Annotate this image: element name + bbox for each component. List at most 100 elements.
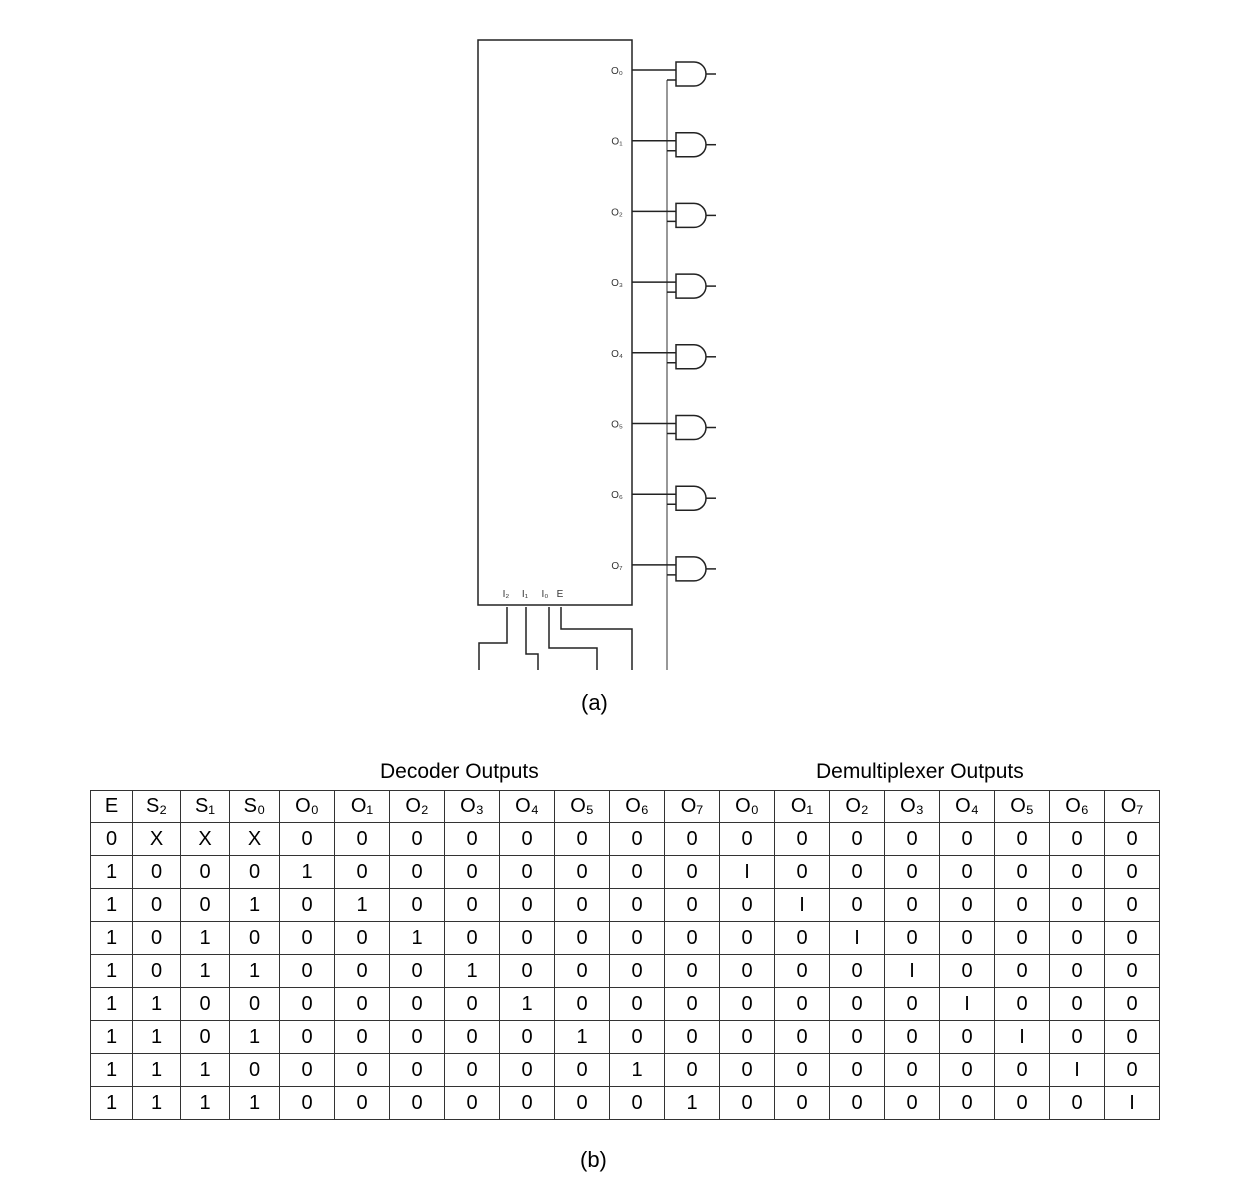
table-cell: 0 [664,888,720,922]
table-cell: 0 [664,987,720,1021]
table-cell: 0 [554,1086,610,1120]
table-cell: 0 [334,954,390,988]
column-header: O₆ [609,790,665,823]
table-cell: 1 [90,1086,133,1120]
table-cell: 0 [279,921,335,955]
table-cell: 0 [609,1086,665,1120]
table-cell: 1 [664,1086,720,1120]
table-cell: 0 [499,855,555,889]
table-cell: 0 [939,1020,995,1054]
table-cell: 0 [829,954,885,988]
and-gate [675,273,707,299]
table-cell: 0 [994,888,1050,922]
table-cell: 0 [444,855,500,889]
table-cell: 0 [132,954,181,988]
table-cell: I [774,888,830,922]
table-cell: 0 [444,1053,500,1087]
column-header: O₃ [884,790,940,823]
table-cell: 1 [389,921,445,955]
table-cell: 0 [499,822,555,856]
table-cell: 1 [90,987,133,1021]
table-cell: 1 [229,888,280,922]
table-cell: 1 [132,1053,181,1087]
table-cell: 0 [279,987,335,1021]
table-cell: 0 [829,822,885,856]
table-cell: 0 [609,855,665,889]
output-1: O₁ [611,131,716,158]
table-cell: 0 [389,1086,445,1120]
decoder-inputs: I₂ I₁ I₀ E [503,589,564,600]
column-header: O₆ [1049,790,1105,823]
table-cell: 0 [939,1053,995,1087]
input-wiring [478,607,633,670]
table-cell: 0 [1104,1053,1160,1087]
and-gate [675,344,707,370]
table-cell: 0 [334,822,390,856]
table-cell: 0 [554,954,610,988]
table-cell: 0 [664,1020,720,1054]
column-header: O₄ [939,790,995,823]
table-cell: 0 [664,921,720,955]
table-cell: 0 [829,855,885,889]
table-cell: 1 [90,1020,133,1054]
and-gate [675,131,707,158]
table-cell: 0 [719,987,775,1021]
output-gates: O₀ O₁ O₂ O₃ O₄ O₅ O₆ O₇ [611,61,716,582]
table-cell: 0 [389,954,445,988]
table-cell: 0 [499,1020,555,1054]
table-cell: 0 [334,1086,390,1120]
table-cell: X [229,822,280,856]
table-cell: 0 [180,1020,230,1054]
table-cell: 0 [444,1086,500,1120]
table-cell: 1 [132,1020,181,1054]
table-cell: 1 [609,1053,665,1087]
table-cell: 0 [180,855,230,889]
table-cell: 1 [90,1053,133,1087]
table-cell: I [884,954,940,988]
table-cell: 0 [279,822,335,856]
column-header: O₅ [994,790,1050,823]
table-cell: 0 [1104,987,1160,1021]
table-cell: 0 [389,1020,445,1054]
table-cell: 0 [664,822,720,856]
table-cell: 0 [829,1053,885,1087]
table-cell: 0 [774,822,830,856]
table-cell: 0 [334,1020,390,1054]
and-gate [675,414,707,441]
table-cell: 0 [1104,855,1160,889]
gate-input-wires [632,422,676,435]
output-2: O₂ [611,202,716,229]
column-header: E [90,790,133,823]
table-cell: X [132,822,181,856]
column-header: O₂ [389,790,445,823]
table-cell: 1 [90,855,133,889]
table-cell: I [829,921,885,955]
caption-a: (a) [581,690,608,715]
column-header: O₇ [1104,790,1160,823]
table-cell: 0 [719,921,775,955]
table-cell: 0 [829,987,885,1021]
table-cell: 0 [389,987,445,1021]
table-cell: 0 [609,954,665,988]
table-cell: 1 [90,888,133,922]
column-header: O₄ [499,790,555,823]
input-label-0: I₂ [503,589,510,600]
table-cell: 0 [444,987,500,1021]
table-cell: 0 [994,987,1050,1021]
table-cell: 0 [389,822,445,856]
table-cell: 0 [279,1086,335,1120]
table-cell: 0 [499,954,555,988]
and-gate [675,61,707,87]
output-0: O₀ [611,61,716,87]
output-4: O₄ [611,344,716,370]
table-cell: 0 [444,1020,500,1054]
table-cell: 0 [664,1053,720,1087]
table-cell: 1 [132,1086,181,1120]
column-header: S₁ [180,790,230,823]
column-header: O₁ [334,790,390,823]
table-cell: 0 [884,1086,940,1120]
table-cell: 0 [719,888,775,922]
table-cell: I [939,987,995,1021]
table-cell: 0 [1049,855,1105,889]
